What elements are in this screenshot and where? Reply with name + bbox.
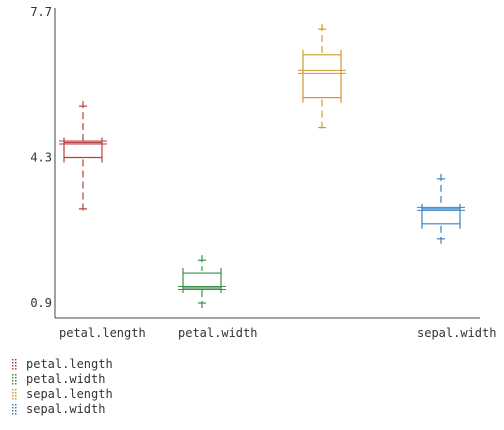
legend-dot <box>15 413 17 415</box>
legend-dot <box>15 395 17 397</box>
boxes <box>59 24 465 308</box>
x-tick-label: petal.width <box>178 326 257 340</box>
legend-key <box>12 389 17 400</box>
legend-dot <box>12 368 14 370</box>
y-tick-label: 0.9 <box>30 296 52 310</box>
legend-key <box>12 374 17 385</box>
box-petal-length <box>59 101 107 214</box>
box-petal-width <box>178 255 226 308</box>
legend-dot <box>12 389 14 391</box>
box-sepal-length <box>298 24 346 133</box>
legend-key <box>12 404 17 415</box>
legend-dot <box>15 377 17 379</box>
legend-dot <box>12 395 14 397</box>
legend-dot <box>12 392 14 394</box>
legend-dot <box>12 377 14 379</box>
legend-dot <box>15 374 17 376</box>
axes <box>54 8 480 319</box>
x-tick-label: sepal.width <box>417 326 496 340</box>
legend-dot <box>12 404 14 406</box>
legend-label: sepal.length <box>26 387 113 401</box>
legend-dot <box>12 374 14 376</box>
box-sepal-width <box>417 173 465 244</box>
legend-dot <box>12 398 14 400</box>
legend-dot <box>15 362 17 364</box>
legend-dot <box>15 410 17 412</box>
x-tick-label: petal.length <box>59 326 146 340</box>
legend-dot <box>15 389 17 391</box>
legend-dot <box>12 365 14 367</box>
x-axis-ticks: petal.length petal.width sepal.width <box>59 326 496 340</box>
legend-dot <box>12 410 14 412</box>
legend-dot <box>15 368 17 370</box>
legend-key <box>12 359 17 370</box>
legend-label: sepal.width <box>26 402 105 416</box>
legend-dot <box>12 407 14 409</box>
y-tick-label: 4.3 <box>30 151 52 165</box>
legend-dot <box>12 380 14 382</box>
legend-dot <box>12 362 14 364</box>
y-axis-ticks: 7.7 4.3 0.9 <box>30 5 52 310</box>
legend-dot <box>15 383 17 385</box>
legend-dot <box>15 407 17 409</box>
legend-dot <box>12 383 14 385</box>
legend-label: petal.length <box>26 357 113 371</box>
legend-dot <box>12 359 14 361</box>
legend-dot <box>15 359 17 361</box>
y-tick-label: 7.7 <box>30 5 52 19</box>
legend: petal.lengthpetal.widthsepal.lengthsepal… <box>12 357 113 416</box>
legend-label: petal.width <box>26 372 105 386</box>
legend-dot <box>15 365 17 367</box>
legend-dot <box>15 398 17 400</box>
legend-dot <box>15 404 17 406</box>
legend-dot <box>15 392 17 394</box>
legend-dot <box>15 380 17 382</box>
legend-dot <box>12 413 14 415</box>
